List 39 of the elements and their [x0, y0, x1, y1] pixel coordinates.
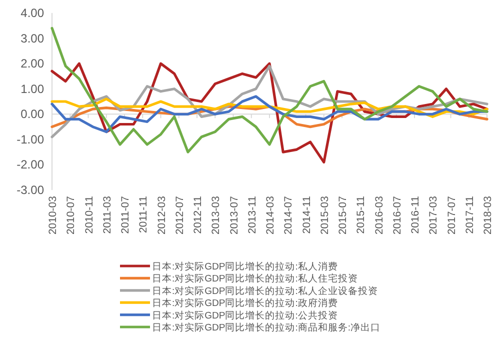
legend-label: 日本:对实际GDP同比增长的拉动:商品和服务:净出口 [152, 322, 381, 334]
legend-label: 日本:对实际GDP同比增长的拉动:公共投资 [152, 309, 338, 322]
y-tick-label: 2.00 [20, 56, 44, 71]
x-tick-label: 2012-07 [174, 196, 186, 235]
x-tick-label: 2011-07 [120, 196, 132, 234]
x-tick-label: 2017-03 [428, 196, 440, 235]
y-tick-label: -1.00 [16, 132, 44, 146]
x-tick-label: 2017-07 [446, 196, 458, 235]
y-tick-label: 4.00 [20, 6, 44, 20]
x-tick-label: 2015-11 [355, 196, 368, 234]
x-tick-label: 2016-07 [391, 196, 404, 235]
x-tick-label: 2014-03 [264, 196, 276, 235]
x-tick-label: 2012-03 [156, 196, 168, 235]
x-tick-label: 2011-03 [101, 196, 114, 234]
x-tick-label: 2016-03 [373, 196, 386, 235]
x-tick-label: 2011-11 [138, 196, 150, 233]
x-tick-label: 2010-11 [83, 196, 96, 234]
x-tick-label: 2015-07 [337, 196, 349, 235]
legend-label: 日本:对实际GDP同比增长的拉动:私人消费 [152, 260, 338, 272]
legend-label: 日本:对实际GDP同比增长的拉动:私人企业设备投资 [152, 284, 378, 297]
x-tick-label: 2015-03 [318, 196, 331, 235]
x-tick-label: 2014-07 [282, 196, 295, 235]
y-tick-label: 1.00 [20, 82, 44, 96]
y-tick-label: -2.00 [16, 158, 44, 172]
legend-label: 日本:对实际GDP同比增长的拉动:私人住宅投资 [152, 272, 358, 285]
x-tick-label: 2014-11 [300, 196, 313, 234]
x-tick-label: 2012-11 [192, 196, 204, 234]
x-tick-label: 2013-11 [246, 196, 258, 234]
y-tick-label: -3.00 [16, 183, 44, 197]
legend-label: 日本:对实际GDP同比增长的拉动:政府消费 [152, 297, 338, 310]
x-tick-label: 2018-03 [482, 196, 494, 235]
x-tick-label: 2013-03 [210, 196, 222, 235]
x-tick-label: 2013-07 [228, 196, 240, 235]
x-tick-label: 2017-11 [464, 196, 476, 234]
x-tick-label: 2016-11 [410, 196, 422, 234]
y-tick-label: 0.00 [20, 107, 44, 122]
y-tick-label: 3.00 [20, 31, 44, 46]
x-tick-label: 2010-07 [65, 196, 78, 235]
x-tick-label: 2010-03 [47, 196, 59, 235]
